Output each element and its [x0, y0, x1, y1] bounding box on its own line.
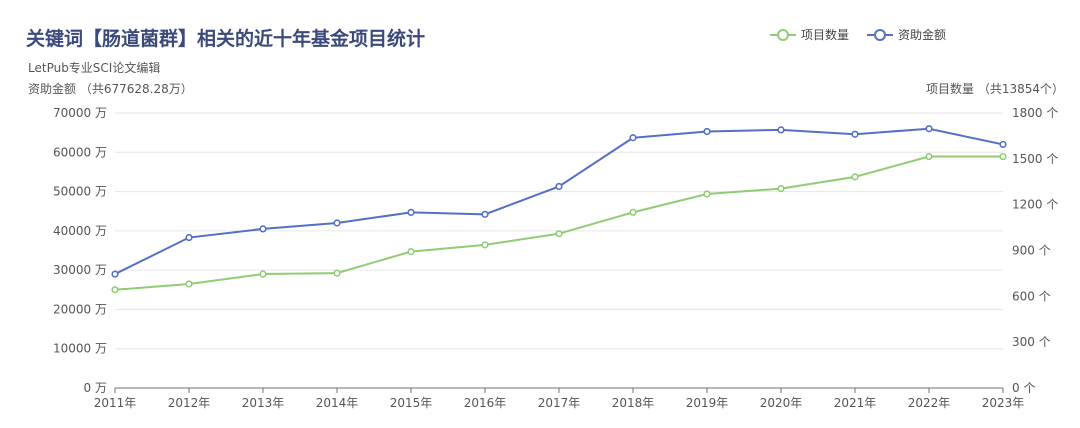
y-right-tick-label: 1800 个 — [1012, 106, 1058, 120]
x-tick-label: 2017年 — [538, 396, 581, 410]
data-point-amount — [629, 134, 637, 142]
y-left-tick-label: 50000 万 — [53, 185, 107, 199]
data-point-amount — [703, 127, 711, 136]
data-point-amount — [333, 219, 341, 227]
chart-title: 关键词【肠道菌群】相关的近十年基金项目统计 — [26, 28, 426, 50]
data-point-amount — [851, 130, 859, 138]
y-left-tick-label: 40000 万 — [53, 224, 107, 238]
data-point-amount — [259, 225, 267, 233]
y-right-tick-label: 900 个 — [1012, 244, 1051, 258]
y-right-tick-label: 300 个 — [1012, 335, 1051, 349]
data-point-amount — [111, 270, 119, 278]
data-point-count — [777, 185, 785, 193]
legend-item-amount[interactable]: 资助金额 — [867, 26, 946, 43]
x-tick-label: 2014年 — [316, 396, 359, 410]
data-point-count — [333, 269, 341, 277]
y-left-tick-label: 20000 万 — [53, 302, 107, 316]
x-tick-label: 2013年 — [242, 396, 285, 410]
data-point-amount — [185, 233, 193, 242]
x-tick-label: 2021年 — [834, 396, 877, 410]
x-tick-label: 2022年 — [908, 396, 951, 410]
data-point-amount — [999, 140, 1007, 149]
data-point-count — [185, 280, 193, 288]
data-point-count — [555, 230, 563, 238]
data-point-count — [111, 286, 119, 294]
x-tick-label: 2019年 — [686, 396, 729, 410]
data-point-amount — [407, 208, 415, 216]
data-point-count — [481, 241, 489, 249]
right-axis-label: 项目数量 （共13854个） — [926, 82, 1064, 96]
x-tick-label: 2015年 — [390, 396, 433, 410]
left-axis-label: 资助金额 （共677628.28万） — [28, 82, 193, 96]
series-line-amount — [114, 127, 1004, 275]
x-tick-label: 2012年 — [168, 396, 211, 410]
y-right-tick-label: 600 个 — [1012, 289, 1051, 303]
y-left-tick-label: 60000 万 — [53, 145, 107, 159]
data-point-count — [851, 173, 859, 181]
y-right-tick-label: 0 个 — [1012, 381, 1035, 395]
data-point-amount — [555, 182, 563, 191]
x-tick-label: 2023年 — [982, 396, 1025, 410]
x-tick-label: 2018年 — [612, 396, 655, 410]
legend-marker-count — [770, 28, 796, 42]
x-tick-label: 2016年 — [464, 396, 507, 410]
data-point-amount — [777, 126, 785, 134]
y-left-tick-label: 0 万 — [84, 381, 107, 395]
legend-label-amount: 资助金额 — [898, 28, 947, 42]
legend-marker-amount — [867, 28, 894, 42]
data-point-count — [259, 270, 267, 278]
legend: 项目数量 资助金额 — [770, 26, 946, 43]
data-point-count — [703, 190, 711, 198]
y-right-tick-label: 1500 个 — [1012, 152, 1058, 166]
data-point-amount — [481, 210, 489, 218]
chart-subtitle: LetPub专业SCI论文编辑 — [28, 61, 161, 75]
y-left-tick-label: 30000 万 — [53, 263, 107, 277]
data-point-count — [629, 208, 637, 216]
data-point-count — [999, 152, 1007, 161]
y-left-tick-label: 10000 万 — [53, 342, 107, 356]
y-right-tick-label: 1200 个 — [1012, 198, 1058, 212]
y-left-tick-label: 70000 万 — [53, 106, 107, 120]
data-point-amount — [925, 125, 933, 133]
data-point-count — [925, 152, 933, 161]
legend-label-count: 项目数量 — [801, 28, 850, 42]
x-tick-label: 2020年 — [760, 396, 803, 410]
x-tick-label: 2011年 — [94, 396, 137, 410]
data-point-count — [407, 247, 415, 256]
legend-item-count[interactable]: 项目数量 — [770, 26, 849, 43]
